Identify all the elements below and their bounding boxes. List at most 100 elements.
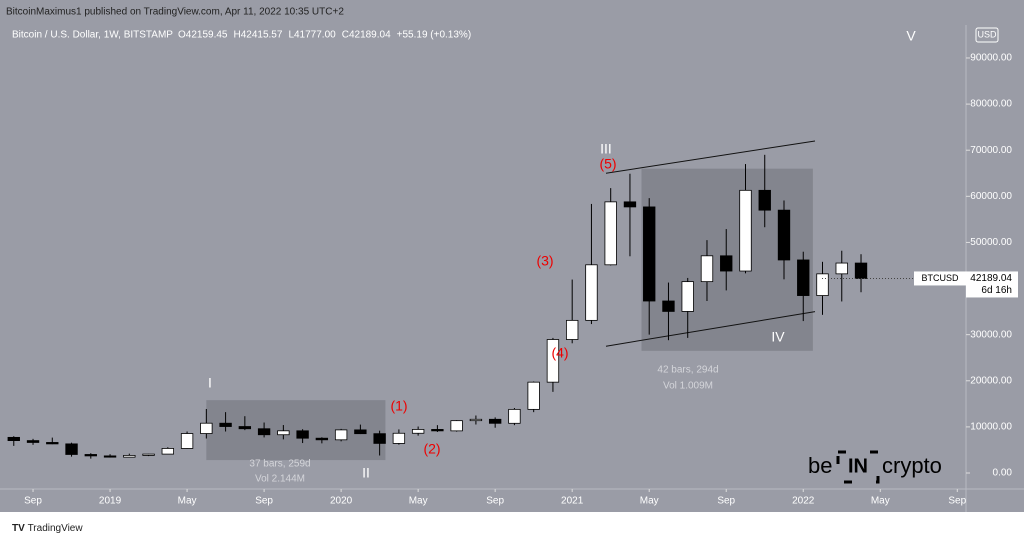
- candle-body: [797, 259, 810, 296]
- channel-line: [605, 140, 816, 174]
- wave-label: II: [362, 465, 370, 481]
- candle-body: [681, 281, 694, 312]
- x-tick-label: 2019: [99, 496, 122, 507]
- last-price: 42189.04: [970, 273, 1012, 284]
- y-tick-label: 80000.00: [970, 99, 1012, 110]
- candle-body: [161, 448, 174, 455]
- candle-body: [488, 418, 502, 424]
- range-bars: 37 bars, 259d: [249, 459, 310, 470]
- candle-body: [7, 436, 20, 441]
- symbol: BTCUSD: [921, 273, 959, 283]
- y-tick-label: 30000.00: [970, 329, 1012, 340]
- currency: USD: [977, 29, 997, 39]
- y-tick-label: 70000.00: [970, 145, 1012, 156]
- ohlc-value: L41777.00: [288, 30, 336, 41]
- ohlc-value: O42159.45: [178, 30, 228, 41]
- candle-body: [662, 300, 675, 312]
- publisher: BitcoinMaximus1 published on TradingView…: [6, 7, 344, 18]
- wave-label: (1): [390, 398, 407, 414]
- range-bars: 42 bars, 294d: [657, 365, 718, 376]
- wave-label: IV: [771, 329, 785, 345]
- logo-left: be: [808, 453, 832, 478]
- candle-body: [315, 437, 329, 441]
- candle-body: [566, 319, 579, 340]
- wave-label: (4): [551, 345, 568, 361]
- candle-body: [546, 339, 560, 383]
- x-tick-label: 2022: [792, 496, 815, 507]
- y-tick-label: 90000.00: [970, 53, 1012, 64]
- y-tick-label: 60000.00: [970, 191, 1012, 202]
- footer-brand: TV TradingView: [12, 523, 83, 534]
- candle-body: [219, 422, 232, 427]
- ohlc-value: C42189.04: [342, 30, 391, 41]
- channel-line: [605, 311, 816, 347]
- wave-label: (2): [423, 441, 440, 457]
- wave-label: (3): [536, 253, 553, 269]
- countdown: 6d 16h: [981, 285, 1012, 296]
- candle-body: [469, 418, 483, 422]
- candle-body: [46, 442, 59, 445]
- candle-body: [84, 454, 97, 457]
- candle-body: [238, 426, 252, 430]
- candle-body: [643, 206, 656, 302]
- candle-body: [508, 408, 521, 424]
- logo-right: crypto: [882, 453, 942, 478]
- wave-label: I: [208, 375, 212, 391]
- currency-box: [975, 27, 999, 43]
- chart-title: Bitcoin / U.S. Dollar, 1W, BITSTAMP: [12, 30, 173, 41]
- candle-body: [296, 430, 309, 439]
- candle-body: [527, 381, 540, 410]
- candle-body: [604, 201, 617, 266]
- x-tick-label: Sep: [255, 496, 273, 507]
- background: [0, 0, 1024, 512]
- y-tick-label: 0.00: [993, 468, 1013, 479]
- candle-body: [739, 189, 752, 272]
- range-volume: Vol 2.144M: [255, 474, 305, 485]
- footer-brand-text: TradingView: [28, 523, 84, 534]
- x-tick-label: Sep: [24, 496, 42, 507]
- candle-body: [700, 255, 714, 283]
- ohlc-value: +55.19 (+0.13%): [397, 30, 472, 41]
- candle-body: [142, 453, 155, 456]
- range-volume: Vol 1.009M: [663, 381, 713, 392]
- candle-body: [431, 429, 444, 432]
- candle-body: [65, 443, 78, 455]
- wave-label: III: [600, 141, 612, 157]
- x-tick-label: Sep: [486, 496, 504, 507]
- x-tick-label: Sep: [717, 496, 735, 507]
- ohlc-value: H42415.57: [234, 30, 283, 41]
- candle-body: [277, 430, 290, 436]
- candle-body: [720, 255, 733, 272]
- x-tick-label: May: [640, 496, 659, 507]
- x-tick-label: May: [871, 496, 890, 507]
- candle-body: [26, 440, 40, 443]
- x-tick-label: May: [409, 496, 428, 507]
- candle-body: [334, 429, 348, 441]
- x-tick-label: May: [178, 496, 197, 507]
- candle-body: [585, 264, 598, 321]
- wave-label: V: [906, 28, 916, 44]
- candle-body: [777, 209, 791, 261]
- candle-body: [854, 262, 868, 279]
- candle-body: [623, 201, 637, 208]
- candle-body: [450, 420, 463, 432]
- candle-body: [103, 455, 117, 458]
- candle-body: [373, 433, 386, 444]
- candle-body: [411, 429, 425, 434]
- x-tick-label: 2021: [561, 496, 584, 507]
- logo-mid: IN: [848, 455, 868, 477]
- logo: be IN crypto: [808, 450, 942, 484]
- candle-body: [758, 189, 771, 211]
- x-tick-label: Sep: [948, 496, 966, 507]
- symbol-box: [914, 271, 966, 286]
- candle-body: [180, 433, 194, 449]
- price-box: [966, 271, 1018, 298]
- candle-body: [392, 432, 406, 444]
- candle-body: [816, 273, 829, 296]
- candle-body: [835, 262, 848, 275]
- y-tick-label: 50000.00: [970, 237, 1012, 248]
- y-tick-label: 10000.00: [970, 422, 1012, 433]
- x-tick-label: 2020: [330, 496, 353, 507]
